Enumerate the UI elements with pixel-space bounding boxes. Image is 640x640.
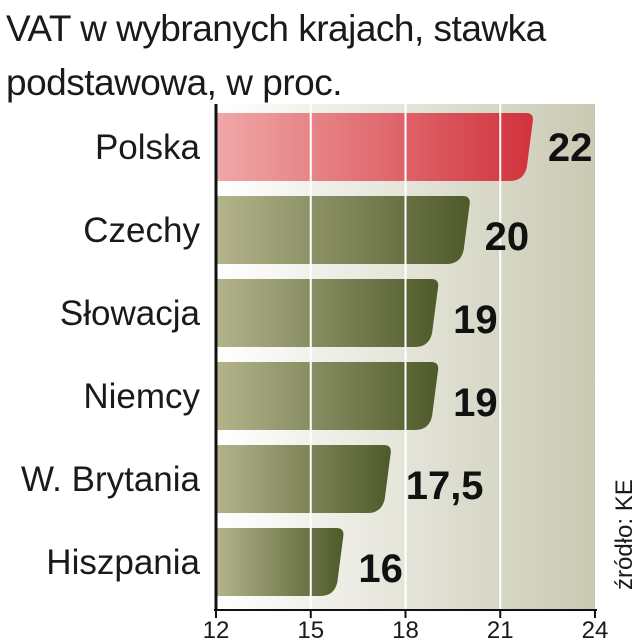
value-label: 17,5 [406,464,484,508]
x-tick-label: 15 [297,617,324,640]
value-label: 20 [485,215,529,259]
category-label: Polska [95,128,201,167]
value-label: 16 [358,547,403,591]
x-tick-label: 21 [487,617,514,640]
x-tick-label: 18 [392,617,419,640]
category-label: Niemcy [83,377,200,416]
category-label: Słowacja [60,294,201,333]
source-label: źródło: KE [611,479,638,590]
chart-title: VAT w wybranych krajach, stawka podstawo… [6,8,546,103]
bar-hiszpania [216,528,344,596]
bar-słowacja [216,279,439,347]
category-label: Czechy [83,211,200,250]
value-label: 19 [453,381,498,425]
bar-w-brytania [216,445,391,513]
bar-czechy [216,196,470,264]
x-tick-label: 24 [582,617,609,640]
x-tick-label: 12 [203,617,230,640]
bar-polska [216,113,533,181]
value-label: 19 [453,298,498,342]
bar-niemcy [216,362,439,430]
value-label: 22 [548,126,593,170]
category-label: W. Brytania [21,460,200,499]
category-label: Hiszpania [46,543,200,582]
